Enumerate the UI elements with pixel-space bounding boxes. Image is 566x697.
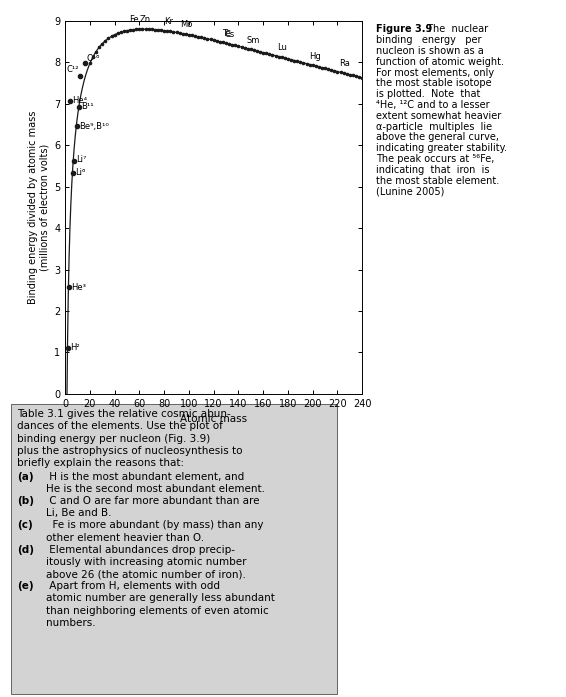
- Text: indicating  that  iron  is: indicating that iron is: [376, 164, 490, 175]
- Text: (Lunine 2005): (Lunine 2005): [376, 186, 445, 197]
- Text: Fe is more abundant (by mass) than any: Fe is more abundant (by mass) than any: [46, 521, 264, 530]
- Text: binding   energy   per: binding energy per: [376, 35, 482, 45]
- Text: nucleon is shown as a: nucleon is shown as a: [376, 46, 484, 56]
- Text: The  nuclear: The nuclear: [424, 24, 488, 34]
- Text: Be⁹,B¹⁰: Be⁹,B¹⁰: [79, 122, 109, 130]
- Text: dances of the elements. Use the plot of: dances of the elements. Use the plot of: [17, 421, 223, 431]
- Text: plus the astrophysics of nucleosynthesis to: plus the astrophysics of nucleosynthesis…: [17, 446, 242, 456]
- Text: other element heavier than O.: other element heavier than O.: [46, 533, 204, 542]
- Text: atomic number are generally less abundant: atomic number are generally less abundan…: [46, 594, 275, 604]
- Text: (a): (a): [17, 472, 33, 482]
- Text: briefly explain the reasons that:: briefly explain the reasons that:: [17, 458, 184, 468]
- Text: He is the second most abundant element.: He is the second most abundant element.: [46, 484, 265, 493]
- Text: Li, Be and B.: Li, Be and B.: [46, 508, 112, 518]
- Text: ⁴He, ¹²C and to a lesser: ⁴He, ¹²C and to a lesser: [376, 100, 490, 110]
- Text: numbers.: numbers.: [46, 618, 96, 628]
- Text: above the general curve,: above the general curve,: [376, 132, 499, 142]
- Text: Apart from H, elements with odd: Apart from H, elements with odd: [46, 581, 220, 591]
- Text: (e): (e): [17, 581, 33, 591]
- Text: Elemental abundances drop precip-: Elemental abundances drop precip-: [46, 545, 235, 555]
- Text: (d): (d): [17, 545, 34, 555]
- Text: Mo: Mo: [180, 20, 192, 29]
- Text: Li⁶: Li⁶: [75, 169, 85, 178]
- Text: extent somewhat heavier: extent somewhat heavier: [376, 111, 501, 121]
- Text: C and O are far more abundant than are: C and O are far more abundant than are: [46, 496, 260, 506]
- Text: indicating greater stability.: indicating greater stability.: [376, 144, 507, 153]
- Text: α-particle  multiples  lie: α-particle multiples lie: [376, 121, 492, 132]
- Text: Kr: Kr: [165, 17, 174, 26]
- Text: Figure 3.9: Figure 3.9: [376, 24, 432, 34]
- Text: For most elements, only: For most elements, only: [376, 68, 495, 77]
- Text: function of atomic weight.: function of atomic weight.: [376, 57, 504, 67]
- Text: H²: H²: [70, 344, 80, 352]
- Text: is plotted.  Note  that: is plotted. Note that: [376, 89, 481, 99]
- Text: Lu: Lu: [277, 43, 287, 52]
- Text: He⁴: He⁴: [72, 96, 88, 105]
- Text: Cs: Cs: [225, 30, 235, 39]
- Text: Ra: Ra: [340, 59, 350, 68]
- X-axis label: Atomic mass: Atomic mass: [180, 414, 247, 424]
- Text: itously with increasing atomic number: itously with increasing atomic number: [46, 557, 247, 567]
- Text: B¹¹: B¹¹: [81, 102, 94, 112]
- Text: above 26 (the atomic number of iron).: above 26 (the atomic number of iron).: [46, 569, 246, 579]
- Text: C¹²: C¹²: [66, 65, 79, 74]
- Y-axis label: Binding energy divided by atomic mass
(millions of electron volts): Binding energy divided by atomic mass (m…: [28, 111, 50, 304]
- Text: O¹⁶: O¹⁶: [86, 54, 100, 63]
- Text: binding energy per nucleon (Fig. 3.9): binding energy per nucleon (Fig. 3.9): [17, 434, 210, 443]
- Text: than neighboring elements of even atomic: than neighboring elements of even atomic: [46, 606, 269, 615]
- Text: the most stable isotope: the most stable isotope: [376, 78, 492, 89]
- Text: Sm: Sm: [247, 36, 260, 45]
- Text: Li⁷: Li⁷: [76, 155, 87, 164]
- Text: the most stable element.: the most stable element.: [376, 176, 500, 185]
- Text: (b): (b): [17, 496, 34, 506]
- Text: The peak occurs at ⁵⁶Fe,: The peak occurs at ⁵⁶Fe,: [376, 154, 495, 164]
- Text: (c): (c): [17, 521, 33, 530]
- Text: He³: He³: [71, 283, 86, 292]
- Text: Zn: Zn: [140, 15, 151, 24]
- Text: H is the most abundant element, and: H is the most abundant element, and: [46, 472, 245, 482]
- Text: Fe: Fe: [130, 15, 139, 24]
- Text: Te: Te: [222, 29, 230, 38]
- Text: Hg: Hg: [309, 52, 321, 61]
- Text: Table 3.1 gives the relative cosmic abun-: Table 3.1 gives the relative cosmic abun…: [17, 409, 231, 419]
